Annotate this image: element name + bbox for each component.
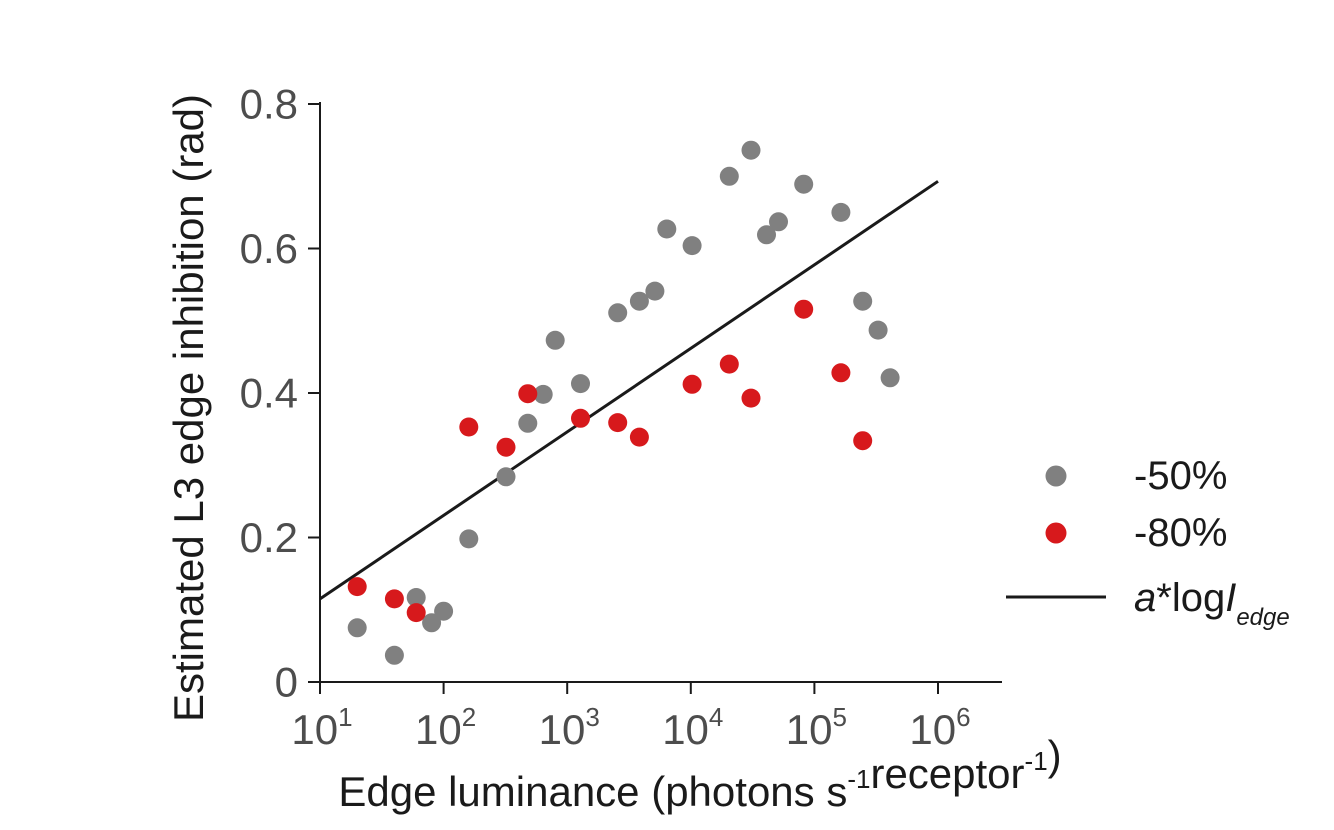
data-point	[459, 529, 479, 549]
data-point	[608, 303, 628, 323]
data-point	[347, 577, 367, 597]
x-tick-base: 10	[909, 706, 956, 753]
data-point	[571, 408, 590, 428]
data-point	[682, 374, 702, 394]
series-minus-50	[347, 140, 900, 665]
data-point	[741, 140, 761, 160]
x-tick-exponent: 2	[462, 702, 476, 732]
data-point	[645, 281, 665, 301]
x-tick-base: 10	[786, 706, 833, 753]
data-point	[608, 413, 628, 433]
data-point	[629, 427, 649, 447]
fit-line-group	[319, 180, 939, 601]
data-points	[347, 140, 900, 665]
data-point	[347, 618, 367, 638]
y-tick-label: 0.6	[240, 225, 298, 272]
x-tick-base: 10	[539, 706, 586, 753]
legend: -50% -80% a*logIedge	[1006, 454, 1290, 631]
data-point	[794, 174, 814, 194]
data-point	[629, 291, 649, 311]
y-tick-label: 0.8	[240, 81, 298, 128]
data-point	[880, 368, 900, 388]
x-tick-exponent: 6	[956, 702, 970, 732]
data-point	[657, 219, 677, 239]
x-tick-exponent: 4	[709, 702, 723, 732]
data-point	[545, 330, 565, 350]
x-tick-label: 104	[662, 702, 723, 753]
legend-label: -50%	[1134, 454, 1227, 498]
x-tick-label: 101	[291, 702, 352, 753]
x-tick-base: 10	[291, 706, 338, 753]
x-tick-exponent: 5	[833, 702, 847, 732]
legend-label: -80%	[1134, 511, 1227, 555]
data-point	[682, 236, 702, 256]
data-point	[831, 202, 851, 222]
x-tick-exponent: 1	[338, 702, 352, 732]
y-tick-label: 0.4	[240, 370, 298, 417]
data-point	[434, 601, 454, 621]
data-point	[571, 374, 590, 394]
x-tick-base: 10	[415, 706, 462, 753]
data-point	[496, 437, 516, 457]
data-point	[868, 320, 888, 340]
y-tick-label: 0.2	[240, 514, 298, 561]
data-point	[853, 431, 873, 451]
data-point	[794, 299, 814, 319]
data-point	[384, 589, 404, 609]
x-ticks: 101 102 103 104 105 106	[291, 682, 971, 753]
legend-marker	[1045, 465, 1067, 487]
data-point	[459, 417, 479, 437]
fit-line	[319, 180, 939, 601]
x-tick-base: 10	[662, 706, 709, 753]
data-point	[853, 291, 873, 311]
data-point	[769, 212, 788, 232]
data-point	[741, 388, 761, 408]
data-point	[533, 384, 553, 404]
x-tick-label: 103	[539, 702, 600, 753]
data-point	[719, 166, 739, 186]
x-tick-label: 105	[786, 702, 847, 753]
y-tick-label: 0	[275, 659, 298, 706]
x-tick-exponent: 3	[585, 702, 599, 732]
data-point	[518, 413, 538, 433]
data-point	[831, 363, 851, 383]
x-tick-label: 106	[909, 702, 970, 753]
y-axis-title: Estimated L3 edge inhibition (rad)	[165, 94, 212, 722]
data-point	[518, 384, 538, 404]
x-axis-title: Edge luminance (photons s-1receptor-1)	[338, 732, 1061, 815]
data-point	[719, 354, 739, 374]
x-tick-label: 102	[415, 702, 476, 753]
legend-fit-label: a*logIedge	[1134, 576, 1290, 631]
data-point	[406, 588, 426, 607]
data-point	[496, 467, 516, 487]
legend-marker	[1045, 522, 1067, 544]
data-point	[406, 603, 426, 623]
data-point	[757, 225, 776, 245]
data-point	[384, 645, 404, 665]
data-point	[422, 613, 442, 633]
series-minus-80	[347, 299, 873, 623]
y-ticks: 0 0.2 0.4 0.6 0.8	[240, 81, 320, 706]
